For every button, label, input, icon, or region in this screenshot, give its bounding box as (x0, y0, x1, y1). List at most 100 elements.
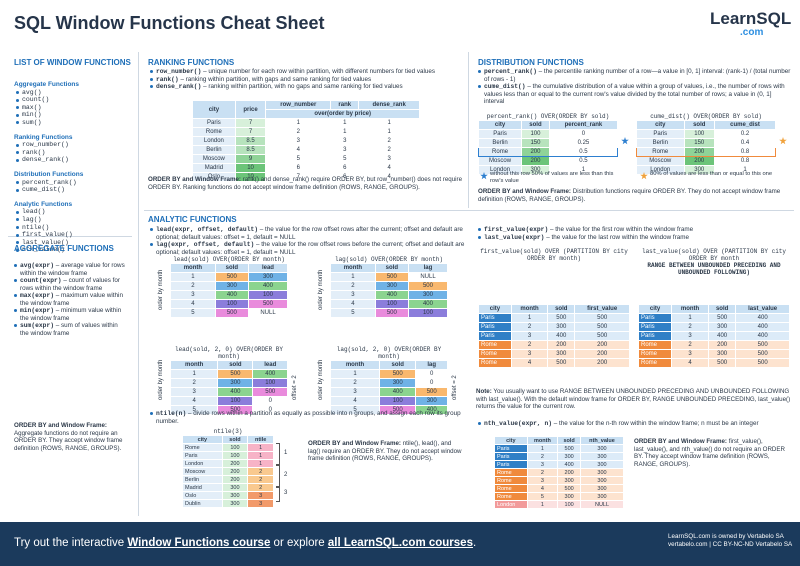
column-header: month (170, 263, 216, 273)
table-cell: Paris (637, 331, 673, 341)
function-item: lead() (14, 208, 134, 216)
function-item: nth_value() (14, 246, 134, 254)
table-row: Moscow 9 5 5 3 (192, 154, 420, 164)
table-cell: 4 (330, 396, 380, 406)
table-row: Paris 3 400 300 (494, 460, 624, 469)
course-link[interactable]: Window Functions course (127, 537, 271, 549)
table-cell: 1 (358, 127, 420, 137)
table-cell: 4 (510, 358, 549, 368)
footer-text: Try out the interactive Window Functions… (14, 537, 476, 549)
table-cell: 4 (170, 299, 216, 309)
table-cell: 2 (358, 145, 420, 155)
note: ORDER BY and Window Frame: Aggregate fun… (14, 422, 130, 452)
table-cell: 5 (330, 154, 360, 164)
table-cell: London (494, 500, 528, 509)
function-code: ntile(n) (156, 410, 187, 417)
divider (144, 210, 794, 211)
note-label: ORDER BY and Window Frame: (634, 438, 727, 445)
bullet: lag(expr, offset, default) – the value f… (148, 241, 466, 256)
table-cell: 500 (415, 387, 448, 397)
table-row: Paris 1 500 400 (637, 313, 790, 323)
table-row: 1 500 300 (170, 272, 289, 282)
table-cell: 4 (358, 172, 420, 182)
table-cell: 0.8 (713, 147, 777, 157)
caption-text: lead(sold) OVER(ORDER BY month) (173, 256, 285, 263)
table-cell: 1 (526, 500, 559, 509)
group-label: 2 (284, 472, 288, 478)
table-cell: 500 (735, 349, 790, 359)
table: lag(sold) OVER(ORDER BY month) month sold l… (330, 256, 449, 318)
note-text: first_value(), last_value(), and nth_val… (634, 438, 785, 468)
table-row: 5 500 100 (330, 308, 449, 318)
table-caption: ntile(3) (182, 428, 274, 435)
table-row: Madrid 10 6 6 4 (192, 163, 420, 173)
bullets: first_value(expr) – the value for the fi… (476, 226, 792, 241)
table-cell: 300 (415, 396, 448, 406)
table-row: Paris 1 500 500 (478, 313, 630, 323)
function-item: percent_rank() (14, 179, 134, 187)
caption-text: RANGE BETWEEN UNBOUNDED PRECEDING AND UN… (647, 262, 781, 276)
table-cell: 3 (247, 499, 274, 508)
bullet: nth_value(expr, n) – the value for the n… (476, 420, 792, 428)
table-cell: 300 (580, 476, 624, 485)
column-header: month (526, 436, 559, 445)
note-text: Distribution functions require ORDER BY.… (478, 188, 781, 203)
table-cell: Paris (637, 322, 673, 332)
courses-link[interactable]: all LearnSQL.com courses (327, 537, 473, 549)
column-header: month (671, 304, 709, 314)
table-cell: 5 (170, 308, 216, 318)
function-desc: – the value for the row offset rows afte… (156, 226, 463, 241)
function-code: last_value(expr) (484, 233, 545, 241)
bullets: ntile(n) – divide rows within a partitio… (148, 410, 466, 425)
table-cell: 1 (358, 118, 420, 128)
header-row: month sold lead (170, 263, 289, 273)
table-caption: lead(sold, 2, 0) OVER(ORDER BY month) (170, 346, 288, 360)
table-cell: 1 (330, 127, 360, 137)
table-cell: 1 (330, 118, 360, 128)
table-row: Rome 3 300 300 (494, 476, 624, 485)
function-desc: – sum of values within the window frame (20, 322, 118, 337)
table-cell: 300 (214, 281, 249, 291)
table-cell: 3 (671, 349, 709, 359)
table-cell: 200 (547, 340, 576, 350)
table-row: Paris 3 400 400 (637, 331, 790, 341)
note-text: Aggregate functions do not require an OR… (14, 429, 123, 452)
table-cell: 500 (214, 272, 249, 282)
function-desc: – the cumulative distribution of a value… (484, 83, 785, 105)
table-cell: 100 (521, 129, 550, 139)
footer-text-part: . (472, 537, 477, 549)
table-cell: 500 (735, 358, 790, 368)
table: cume_dist() OVER(ORDER BY sold) city sold c… (636, 113, 777, 175)
table-cell: Rome (494, 484, 528, 493)
header-row: month sold lead (169, 360, 288, 370)
note-label: Note: (476, 388, 492, 395)
column-header: sold (378, 360, 417, 370)
group-label: 3 (284, 490, 288, 496)
column-header: city (192, 100, 236, 119)
column-header: ntile (247, 435, 274, 444)
table-cell: Rome (636, 147, 685, 157)
column-header: sold (557, 436, 582, 445)
header-row: city month sold nth_value (494, 436, 624, 445)
table-row: Moscow 200 0.5 (477, 156, 619, 166)
table-cell: Rome (637, 349, 673, 359)
table-row: Rome 3 300 500 (637, 349, 790, 359)
table-cell: NULL (580, 500, 624, 509)
table-row: London 1 100 NULL (494, 500, 624, 509)
table-cell: 300 (557, 476, 582, 485)
bullet: min(expr) – minimum value within the win… (12, 307, 128, 322)
table-cell: Berlin (192, 145, 236, 155)
function-code: first_value(expr) (484, 226, 549, 233)
table-row: Paris 100 0.2 (636, 129, 777, 139)
note: ORDER BY and Window Frame: ntile(), lead… (308, 440, 464, 463)
note-label: ORDER BY and Window Frame: (478, 188, 571, 195)
table-cell: 500 (252, 387, 288, 397)
function-item: row_number() (14, 141, 134, 149)
table-row: Rome 200 0.8 (636, 147, 777, 157)
column-header: city (494, 436, 528, 445)
table-cell: 7 (234, 118, 267, 128)
table-cell: 400 (214, 290, 249, 300)
table: lead(sold, 2, 0) OVER(ORDER BY month) mon… (169, 346, 288, 415)
table-cell: 200 (683, 156, 715, 166)
bullet: first_value(expr) – the value for the fi… (476, 226, 792, 234)
